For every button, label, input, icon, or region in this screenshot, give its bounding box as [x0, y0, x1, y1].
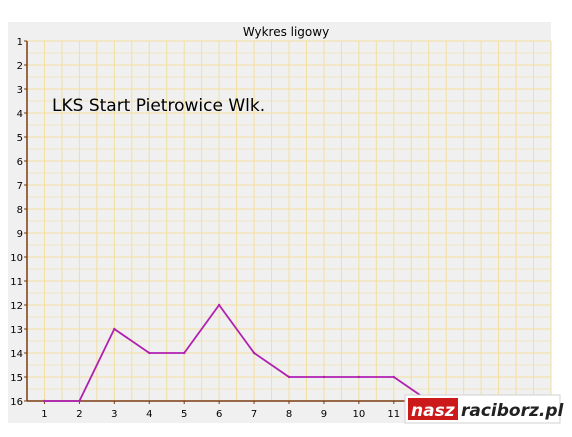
- data-point: [183, 351, 186, 355]
- x-tick-label: 6: [216, 409, 222, 420]
- x-tick-label: 11: [387, 409, 400, 420]
- x-tick-label: 2: [76, 409, 82, 420]
- y-tick-label: 7: [17, 181, 23, 192]
- y-tick-label: 15: [10, 373, 23, 384]
- y-tick-label: 10: [10, 253, 23, 264]
- data-point: [148, 351, 151, 355]
- x-tick-label: 9: [321, 409, 327, 420]
- grid-lines: [27, 40, 552, 401]
- data-point: [322, 375, 326, 379]
- y-tick-label: 13: [10, 325, 23, 336]
- watermark-nasz: nasz: [411, 401, 455, 421]
- x-tick-label: 10: [352, 409, 365, 420]
- watermark-raciborz: raciborz.pl: [461, 401, 565, 421]
- y-tick-label: 11: [10, 277, 23, 288]
- y-tick-label: 3: [17, 85, 23, 96]
- watermark-logo: nasz raciborz.pl: [404, 394, 565, 424]
- data-point: [217, 303, 221, 307]
- y-tick-label: 4: [17, 109, 23, 120]
- y-tick-label: 5: [17, 133, 23, 144]
- x-tick-label: 8: [286, 409, 292, 420]
- y-tick-label: 16: [10, 397, 23, 408]
- y-tick-label: 9: [17, 229, 23, 240]
- x-tick-label: 4: [146, 409, 152, 420]
- y-tick-label: 12: [10, 301, 23, 312]
- data-point: [78, 399, 81, 403]
- watermark-red-block: [408, 398, 458, 420]
- data-point: [287, 375, 291, 379]
- y-tick-label: 2: [17, 61, 23, 72]
- data-point: [252, 351, 256, 355]
- y-tick-label: 8: [17, 205, 23, 216]
- data-point: [357, 375, 361, 379]
- y-tick-label: 14: [10, 349, 23, 360]
- team-name-annotation: LKS Start Pietrowice Wlk.: [52, 96, 265, 116]
- y-tick-label: 1: [17, 37, 23, 48]
- x-tick-label: 3: [111, 409, 117, 420]
- data-point: [113, 327, 116, 331]
- data-point: [43, 399, 46, 403]
- y-tick-label: 6: [17, 157, 23, 168]
- x-tick-label: 7: [251, 409, 257, 420]
- x-tick-label: 5: [181, 409, 187, 420]
- chart-title: Wykres ligowy: [243, 25, 329, 39]
- x-tick-label: 1: [41, 409, 47, 420]
- data-point: [392, 375, 395, 379]
